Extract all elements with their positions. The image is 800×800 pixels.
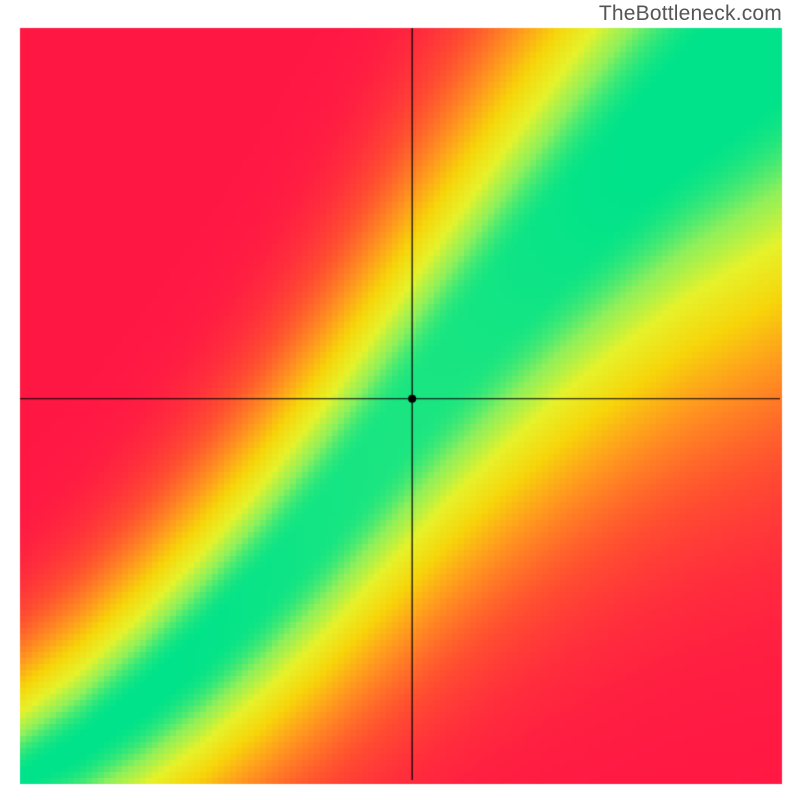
heatmap-canvas	[0, 0, 800, 800]
watermark-text: TheBottleneck.com	[599, 2, 782, 26]
root-container: TheBottleneck.com	[0, 0, 800, 800]
